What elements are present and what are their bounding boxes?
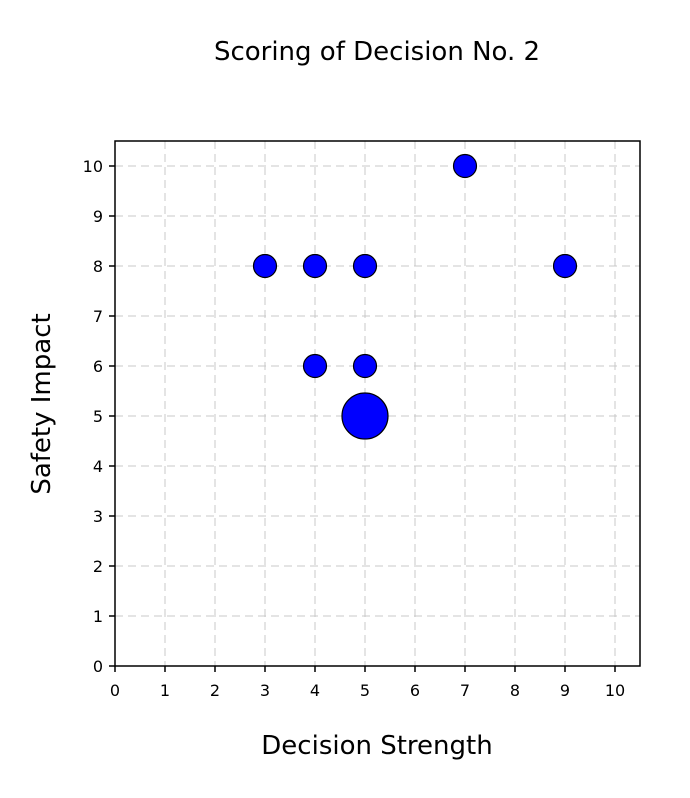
x-tick-label-4: 4 bbox=[310, 681, 320, 700]
y-tick-label-1: 1 bbox=[93, 607, 103, 626]
y-axis-ticks: 0 1 2 3 4 5 6 7 8 9 10 bbox=[83, 157, 115, 676]
x-tick-label-3: 3 bbox=[260, 681, 270, 700]
data-point-5 bbox=[552, 253, 578, 279]
x-tick-label-9: 9 bbox=[560, 681, 570, 700]
y-tick-label-0: 0 bbox=[93, 657, 103, 676]
x-tick-label-6: 6 bbox=[410, 681, 420, 700]
y-tick-label-5: 5 bbox=[93, 407, 103, 426]
plot-area-frame bbox=[114, 140, 641, 667]
data-point-6 bbox=[302, 353, 328, 379]
data-point-2 bbox=[252, 253, 278, 279]
grid-layer bbox=[115, 141, 640, 666]
data-point-4 bbox=[352, 253, 378, 279]
x-axis-ticks: 0 1 2 3 4 5 6 7 8 9 10 bbox=[110, 666, 625, 700]
x-tick-label-1: 1 bbox=[160, 681, 170, 700]
y-tick-label-2: 2 bbox=[93, 557, 103, 576]
y-tick-label-7: 7 bbox=[93, 307, 103, 326]
y-tick-label-8: 8 bbox=[93, 257, 103, 276]
x-tick-label-0: 0 bbox=[110, 681, 120, 700]
data-point-1 bbox=[452, 153, 478, 179]
y-tick-label-3: 3 bbox=[93, 507, 103, 526]
data-point-8 bbox=[341, 392, 389, 440]
data-point-3 bbox=[302, 253, 328, 279]
data-points bbox=[252, 153, 578, 440]
data-point-7 bbox=[352, 353, 378, 379]
x-tick-label-2: 2 bbox=[210, 681, 220, 700]
x-axis-label: Decision Strength bbox=[261, 731, 492, 761]
x-tick-label-5: 5 bbox=[360, 681, 370, 700]
y-tick-label-9: 9 bbox=[93, 207, 103, 226]
chart-title: Scoring of Decision No. 2 bbox=[214, 37, 540, 67]
y-tick-label-4: 4 bbox=[93, 457, 103, 476]
y-tick-label-6: 6 bbox=[93, 357, 103, 376]
x-tick-label-10: 10 bbox=[605, 681, 625, 700]
y-tick-label-10: 10 bbox=[83, 157, 103, 176]
x-tick-label-7: 7 bbox=[460, 681, 470, 700]
x-tick-label-8: 8 bbox=[510, 681, 520, 700]
y-axis-label: Safety Impact bbox=[27, 313, 57, 494]
